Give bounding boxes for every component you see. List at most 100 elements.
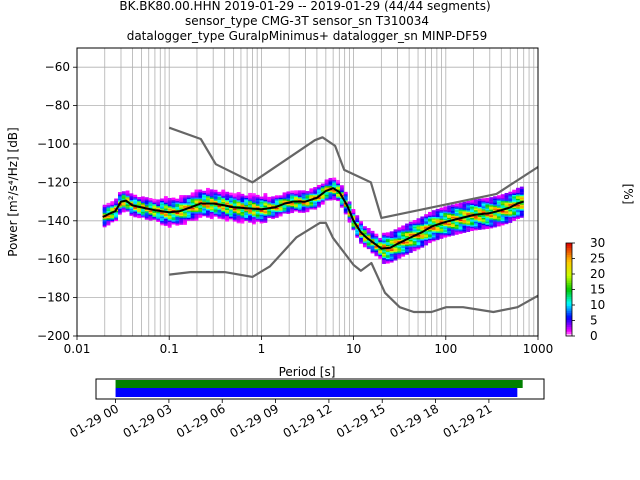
density-cell xyxy=(336,197,341,200)
density-cell xyxy=(340,190,344,194)
density-cell xyxy=(209,210,214,214)
density-cell xyxy=(389,239,394,243)
series-nhnm xyxy=(168,126,539,219)
density-cell xyxy=(209,199,214,202)
density-cell xyxy=(313,192,318,196)
density-cell xyxy=(370,248,375,251)
density-cell xyxy=(148,209,153,212)
density-cell xyxy=(439,214,444,218)
density-cell xyxy=(462,208,467,212)
density-cell xyxy=(206,215,210,218)
density-cell xyxy=(401,247,406,250)
density-cell xyxy=(259,209,264,212)
density-cell xyxy=(489,217,494,220)
density-cell xyxy=(393,248,398,251)
density-cell xyxy=(190,216,195,220)
density-cell xyxy=(125,190,130,193)
density-cell xyxy=(110,217,115,220)
density-cell xyxy=(317,186,321,189)
density-cell xyxy=(255,197,260,201)
density-cell xyxy=(236,196,241,199)
density-cell xyxy=(389,235,394,239)
density-cell xyxy=(481,215,486,218)
density-cell xyxy=(343,197,348,200)
density-cell xyxy=(374,246,379,250)
density-cell xyxy=(163,216,168,219)
density-cell xyxy=(504,208,509,212)
density-cell xyxy=(450,230,455,233)
density-cell xyxy=(401,244,406,247)
density-cell xyxy=(110,204,115,207)
density-cell xyxy=(454,220,459,224)
density-cell xyxy=(389,248,394,252)
density-cell xyxy=(431,217,436,220)
density-cell xyxy=(236,194,241,198)
density-cell xyxy=(263,210,268,213)
density-cell xyxy=(190,212,195,215)
density-cell xyxy=(393,250,398,254)
density-cell xyxy=(229,209,233,213)
density-cell xyxy=(420,219,425,222)
density-cell xyxy=(229,199,233,203)
density-cell xyxy=(263,203,268,206)
density-cell xyxy=(251,220,256,223)
density-cell xyxy=(458,230,463,233)
density-cell xyxy=(309,189,314,193)
density-cell xyxy=(163,200,168,203)
density-cell xyxy=(519,193,524,197)
density-cell xyxy=(382,255,386,259)
density-cell xyxy=(240,218,245,221)
plot-frame xyxy=(76,47,539,337)
density-cell xyxy=(232,199,237,202)
density-cell xyxy=(313,200,318,203)
density-cell xyxy=(435,211,440,215)
density-cell xyxy=(320,199,325,202)
density-cell xyxy=(171,209,176,212)
density-cell xyxy=(190,211,195,214)
density-cell xyxy=(473,212,478,215)
density-cell xyxy=(389,232,394,236)
density-cell xyxy=(129,197,134,201)
density-cell xyxy=(328,192,333,195)
density-cell xyxy=(489,213,494,216)
density-cell xyxy=(156,199,161,202)
density-cell xyxy=(129,213,134,216)
density-cell xyxy=(355,218,360,221)
density-cell xyxy=(408,241,413,245)
density-cell xyxy=(401,234,406,237)
density-cell xyxy=(274,196,279,200)
density-cell xyxy=(278,198,283,201)
density-cell xyxy=(351,213,356,216)
density-cell xyxy=(504,218,509,222)
density-cell xyxy=(320,183,325,186)
density-cell xyxy=(121,195,126,198)
density-cell xyxy=(160,220,164,223)
density-cell xyxy=(179,202,184,205)
density-cell xyxy=(152,203,157,206)
density-cell xyxy=(366,232,371,235)
density-cell xyxy=(278,214,283,217)
density-cell xyxy=(317,187,321,191)
density-cell xyxy=(512,192,517,195)
density-cell xyxy=(167,205,172,208)
density-cell xyxy=(439,226,444,229)
density-cell xyxy=(420,222,425,225)
density-cell xyxy=(183,218,187,221)
density-cell xyxy=(194,215,199,218)
density-cell xyxy=(251,216,256,219)
density-cell xyxy=(144,214,149,217)
colorbar-segment xyxy=(566,301,572,304)
density-cell xyxy=(385,251,390,254)
density-cell xyxy=(110,212,115,216)
density-cell xyxy=(137,214,141,217)
density-cell xyxy=(516,206,520,209)
y-tick-label: −60 xyxy=(45,60,70,74)
density-cell xyxy=(370,249,375,252)
density-cell xyxy=(477,201,482,204)
colorbar-segment xyxy=(566,324,572,328)
density-cell xyxy=(485,215,490,218)
density-cell xyxy=(263,213,268,216)
density-cell xyxy=(485,203,490,206)
density-cell xyxy=(125,199,130,202)
density-cell xyxy=(382,245,386,249)
